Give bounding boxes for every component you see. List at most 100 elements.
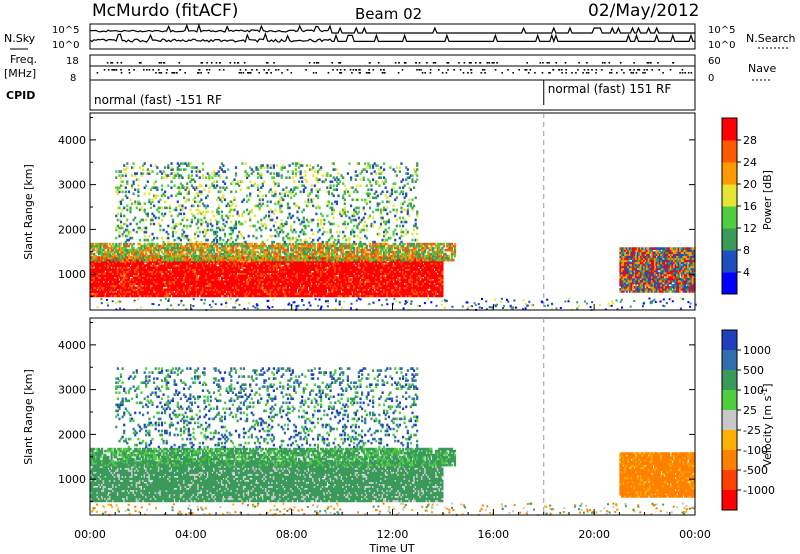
heatmap-cell xyxy=(115,286,118,290)
heatmap-cell xyxy=(137,290,140,294)
heatmap-cell xyxy=(105,264,108,267)
heatmap-cell xyxy=(131,294,134,298)
freq-dot xyxy=(138,62,141,64)
heatmap-cell xyxy=(198,276,201,279)
heatmap-cell xyxy=(119,270,123,273)
heatmap-cell xyxy=(212,264,216,267)
heatmap-cell xyxy=(194,264,197,267)
heatmap-cell xyxy=(277,282,280,286)
heatmap-cell xyxy=(101,264,104,267)
heatmap-cell xyxy=(272,290,275,294)
heatmap-cell xyxy=(127,278,130,281)
heatmap-cell xyxy=(138,282,141,286)
heatmap-cell xyxy=(108,288,112,292)
heatmap-cell xyxy=(209,288,212,292)
heatmap-cell xyxy=(142,272,145,275)
heatmap-cell xyxy=(119,268,123,271)
heatmap-cell xyxy=(228,288,231,292)
heatmap-cell xyxy=(112,264,115,267)
heatmap-cell xyxy=(242,258,245,261)
heatmap-cell xyxy=(153,282,156,286)
heatmap-cell xyxy=(264,262,268,265)
heatmap-cell xyxy=(171,260,175,263)
heatmap-cell xyxy=(280,268,283,271)
freq-dot xyxy=(383,72,386,74)
heatmap-cell xyxy=(223,260,227,263)
heatmap-cell xyxy=(239,276,242,279)
heatmap-cell xyxy=(165,268,168,271)
heatmap-cell xyxy=(205,264,208,267)
heatmap-cell xyxy=(151,260,154,263)
heatmap-cell xyxy=(275,286,279,290)
heatmap-cell xyxy=(233,260,236,263)
freq-dot xyxy=(587,69,589,71)
heatmap-cell xyxy=(222,280,225,283)
heatmap-cell xyxy=(140,268,143,271)
heatmap-cell xyxy=(246,276,249,279)
freq-dot xyxy=(112,69,115,71)
heatmap-cell xyxy=(192,292,195,296)
heatmap-cell xyxy=(201,270,205,273)
heatmap-cell xyxy=(258,264,261,267)
heatmap-cell xyxy=(239,280,242,283)
heatmap-cell xyxy=(275,266,279,269)
freq-dot xyxy=(359,69,361,71)
heatmap-cell xyxy=(258,260,261,263)
heatmap-cell xyxy=(140,290,143,294)
freq-dot xyxy=(140,62,142,64)
heatmap-cell xyxy=(162,270,165,273)
heatmap-cell xyxy=(97,284,101,288)
heatmap-cell xyxy=(227,292,230,296)
heatmap-cell xyxy=(200,286,203,290)
heatmap-cell xyxy=(115,276,118,279)
heatmap-cell xyxy=(203,276,206,279)
heatmap-cell xyxy=(151,284,154,288)
heatmap-cell xyxy=(192,278,195,281)
heatmap-cell xyxy=(197,264,200,267)
heatmap-cell xyxy=(132,268,135,271)
heatmap-cell xyxy=(255,294,258,298)
heatmap-cell xyxy=(282,288,285,292)
heatmap-cell xyxy=(178,294,181,298)
heatmap-cell xyxy=(189,268,192,271)
heatmap-cell xyxy=(208,270,211,273)
heatmap-cell xyxy=(184,260,187,263)
heatmap-cell xyxy=(126,266,129,269)
heatmap-cell xyxy=(145,268,148,271)
heatmap-cell xyxy=(214,286,217,290)
heatmap-cell xyxy=(225,280,228,283)
heatmap-cell xyxy=(271,268,274,271)
heatmap-cell xyxy=(183,286,186,290)
heatmap-cell xyxy=(275,290,279,294)
heatmap-cell xyxy=(142,278,145,281)
heatmap-cell xyxy=(110,264,113,267)
heatmap-cell xyxy=(179,282,182,286)
heatmap-cell xyxy=(239,278,242,281)
heatmap-cell xyxy=(263,278,266,281)
heatmap-cell xyxy=(194,282,197,286)
heatmap-cell xyxy=(195,268,198,271)
heatmap-cell xyxy=(156,270,159,273)
heatmap-cell xyxy=(200,264,203,267)
freq-dot xyxy=(637,69,639,71)
freq-dot xyxy=(429,72,432,74)
heatmap-cell xyxy=(258,266,261,269)
heatmap-cell xyxy=(187,268,190,271)
heatmap-cell xyxy=(264,260,268,263)
heatmap-cell xyxy=(283,282,286,286)
heatmap-cell xyxy=(274,278,277,281)
heatmap-cell xyxy=(260,272,263,275)
heatmap-cell xyxy=(151,274,154,277)
heatmap-cell xyxy=(181,274,184,277)
heatmap-cell xyxy=(269,282,272,286)
heatmap-cell xyxy=(171,264,175,267)
freq-dot xyxy=(552,69,555,71)
heatmap-cell xyxy=(173,284,176,288)
heatmap-cell xyxy=(104,290,107,294)
heatmap-cell xyxy=(110,286,113,290)
freq-dot xyxy=(690,72,693,74)
heatmap-cell xyxy=(123,286,126,290)
heatmap-cell xyxy=(206,266,209,269)
heatmap-cell xyxy=(170,266,173,269)
heatmap-cell xyxy=(241,290,244,294)
